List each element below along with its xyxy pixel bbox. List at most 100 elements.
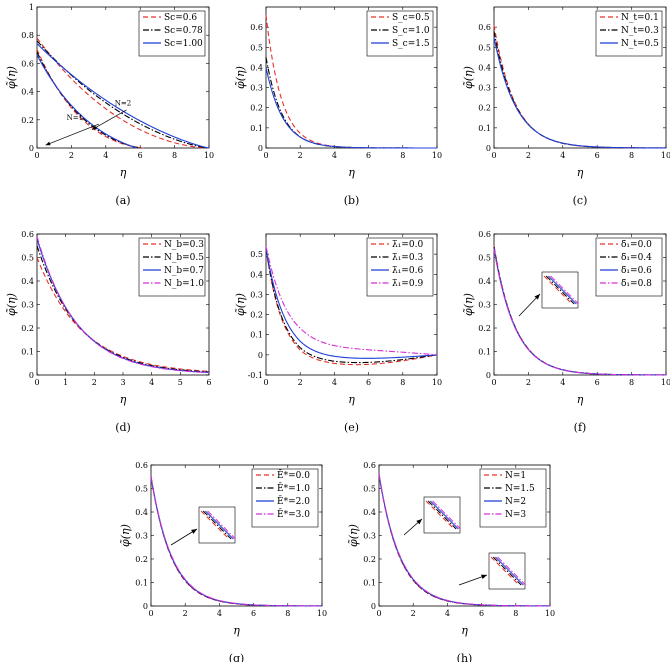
- chart-h: 0 2 4 6 8 1000.10.20.30.40.50.6ηφ̃(η)(h)N=1N=…: [347, 461, 555, 662]
- x-tick-label: 5: [178, 378, 183, 387]
- y-tick-label: 0.3: [363, 532, 376, 541]
- y-tick-label: 0.1: [478, 348, 491, 357]
- inset-arrowhead: [534, 294, 540, 300]
- chart-d: 0 1 2 3 4 5 6 0 0.1 0.2 0.3 0.4 0.5 0.6 η φ̃(η) (d) N_b=0…: [5, 230, 212, 434]
- y-tick-label: 0.1: [363, 579, 376, 588]
- annotation-arrow: [91, 109, 127, 130]
- annotation-label: N=2: [115, 100, 131, 108]
- x-tick-label: 3: [120, 378, 125, 387]
- y-tick-label: 0.6: [21, 59, 34, 68]
- y-tick-label: 0.3: [250, 84, 263, 93]
- inset-series-line: [543, 275, 573, 305]
- x-tick-label: 2: [92, 378, 97, 387]
- x-tick-label: 6: [138, 151, 143, 160]
- series-line: [36, 49, 144, 149]
- chart-a: 0 2 4 6 8 1000.20.40.60.81ηφ̃(η)(a)Sc=0.6Sc=0…: [5, 3, 214, 207]
- y-tick-label: 0.2: [478, 104, 491, 113]
- panel-caption: (h): [457, 652, 473, 662]
- y-tick-label: 0.4: [250, 270, 263, 279]
- x-tick-label: 4: [103, 151, 108, 160]
- series-line: [36, 54, 137, 149]
- inset-series-line: [200, 510, 230, 540]
- x-tick-label: 4: [560, 378, 565, 387]
- x-tick-label: 0: [376, 609, 381, 618]
- inset-arrowhead: [481, 574, 487, 580]
- y-tick-label: 0: [29, 371, 34, 380]
- legend-entry: δ̃₁=0.0: [621, 239, 652, 250]
- x-tick-label: 0: [263, 378, 268, 387]
- legend-entry: N_b=0.3: [164, 240, 204, 250]
- legend: S_c=0.5 S_c=1.0 S_c=1.5: [366, 10, 434, 57]
- inset-series-line: [550, 275, 579, 305]
- x-tick-label: 4: [332, 378, 337, 387]
- y-tick-label: 0.4: [21, 88, 34, 97]
- legend-entry: Sc=0.78: [164, 26, 203, 36]
- y-tick-label: 0: [371, 602, 376, 611]
- y-tick-label: 0.5: [135, 485, 148, 494]
- legend: λ̃₁=0.0 λ̃₁=0.3 λ̃₁=0.6 λ̃₁=0.9: [366, 237, 434, 297]
- y-tick-label: 0: [486, 144, 491, 153]
- x-tick-label: 8: [285, 609, 290, 618]
- x-tick-label: 10: [545, 609, 555, 618]
- x-tick-label: 10: [661, 378, 670, 387]
- y-tick-label: 0.4: [363, 508, 376, 517]
- series-line: [265, 245, 438, 356]
- x-tick-label: 10: [432, 151, 442, 160]
- y-tick-label: 0.2: [363, 555, 376, 564]
- y-tick-label: 0.2: [478, 324, 491, 333]
- x-tick-label: 4: [332, 151, 337, 160]
- x-axis-label: η: [577, 166, 584, 179]
- x-tick-label: 6: [251, 609, 256, 618]
- y-axis-label: φ̃(η): [462, 293, 475, 316]
- y-tick-label: 0.5: [250, 250, 263, 259]
- x-tick-label: 10: [204, 151, 214, 160]
- x-tick-label: 4: [445, 609, 450, 618]
- chart-g: 0 2 4 6 8 10 0 0.1 0.2 0.3 0.4 0.5 0.6 η φ̃(η) (g) Ẽ*=0.…: [119, 461, 327, 662]
- x-axis-label: η: [348, 393, 355, 406]
- x-tick-label: 2: [526, 378, 531, 387]
- y-tick-label: 0.4: [21, 277, 34, 286]
- series-line: [493, 249, 667, 376]
- x-tick-label: 0: [34, 378, 39, 387]
- legend-entry: Ẽ*=3.0: [277, 508, 310, 520]
- legend-entry: Sc=1.00: [164, 39, 203, 49]
- inset-arrowhead: [416, 519, 422, 525]
- inset-series-line: [432, 500, 461, 530]
- panel-caption: (b): [344, 194, 360, 207]
- x-axis-label: η: [348, 166, 355, 179]
- plot-frame: [265, 233, 438, 376]
- x-tick-label: 4: [560, 151, 565, 160]
- x-tick-label: 10: [432, 378, 442, 387]
- panel-caption: (e): [344, 421, 359, 434]
- legend-entry: δ̃₁=0.6: [621, 265, 652, 276]
- inset-series-line: [207, 510, 236, 540]
- legend-box: [595, 10, 663, 57]
- legend-entry: N_b=0.5: [164, 253, 204, 263]
- series-line: [36, 40, 210, 149]
- annotation-arrowhead: [92, 125, 98, 130]
- panel-caption: (a): [115, 194, 130, 207]
- y-tick-label: 0.3: [478, 84, 491, 93]
- annotation-label: N=1: [67, 114, 83, 122]
- inset-series-line: [545, 275, 575, 305]
- panel-caption: (g): [229, 652, 245, 662]
- y-tick-label: 0.5: [478, 43, 491, 52]
- inset-arrowhead: [191, 529, 197, 534]
- y-tick-label: 0.6: [478, 230, 491, 239]
- x-tick-label: 4: [217, 609, 222, 618]
- chart-f: 0 2 4 6 8 10 0 0.1 0.2 0.3 0.4 0.5 0.6 η φ̃(η) (f) δ̃₁=0…: [462, 230, 670, 434]
- x-tick-label: 8: [400, 378, 405, 387]
- legend-entry: N=3: [505, 510, 526, 520]
- legend-entry: λ̃₁=0.3: [392, 252, 423, 263]
- y-tick-label: 0.3: [478, 301, 491, 310]
- y-tick-label: 0: [258, 351, 263, 360]
- x-tick-label: 0: [491, 378, 496, 387]
- y-tick-label: 0.1: [478, 124, 491, 133]
- panel-caption: (d): [115, 421, 131, 434]
- y-tick-label: 0.5: [478, 254, 491, 263]
- series-line: [36, 236, 210, 374]
- x-tick-label: 8: [172, 151, 177, 160]
- y-tick-label: 0.2: [21, 116, 34, 125]
- x-tick-label: 0: [263, 151, 268, 160]
